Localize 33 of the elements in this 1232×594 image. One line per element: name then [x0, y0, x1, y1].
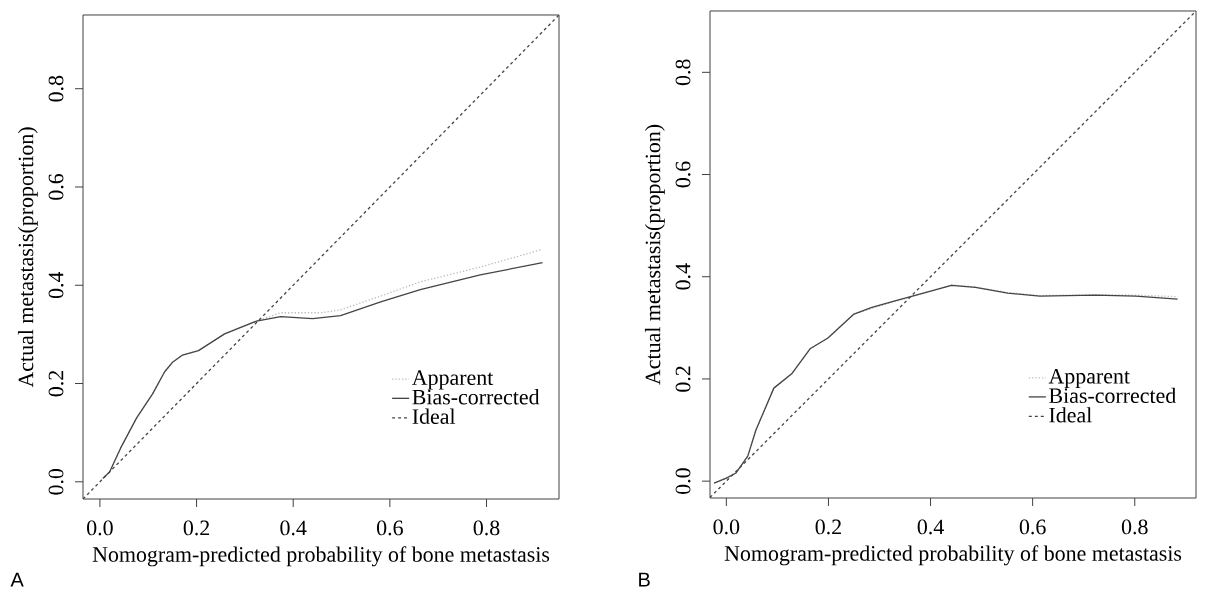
- y-axis-title: Actual metastasis(proportion): [644, 124, 665, 385]
- x-tick-label: 0.6: [377, 520, 403, 536]
- y-tick-label: 0.6: [48, 173, 64, 200]
- text: B: [639, 572, 650, 587]
- x-tick-label: 0.8: [1121, 519, 1148, 535]
- y-tick-label: 0.4: [48, 271, 64, 299]
- x-axis-title: Nomogram-predicted probability of bone metastasis: [724, 545, 1182, 566]
- y-tick-label: 0.2: [675, 366, 691, 392]
- x-tick-label: 0.6: [1019, 519, 1046, 535]
- x-tick-label: 0.0: [713, 519, 740, 535]
- x-tick-label: 0.4: [917, 519, 944, 535]
- y-tick-label: 0.4: [675, 263, 691, 290]
- x-tick-label: 0.2: [183, 520, 210, 536]
- x-axis-title: Nomogram-predicted probability of bone metastasis: [92, 546, 550, 567]
- text: A: [10, 572, 24, 587]
- x-tick-label: 0.0: [87, 520, 113, 536]
- line-series: [713, 284, 1179, 484]
- legend-label: Ideal: [1049, 407, 1092, 423]
- y-tick-label: 0.2: [48, 371, 64, 397]
- legend-label: Bias-corrected: [412, 389, 540, 405]
- y-tick-label: 0.6: [675, 161, 691, 188]
- y-axis-title: Actual metastasis(proportion): [17, 127, 38, 388]
- x-tick-label: 0.4: [280, 520, 307, 536]
- legend-label: Apparent: [411, 370, 494, 390]
- y-tick-label: 0.0: [48, 468, 64, 495]
- y-tick-label: 0.8: [675, 59, 691, 86]
- x-tick-label: 0.8: [473, 520, 500, 536]
- y-tick-label: 0.0: [675, 468, 691, 495]
- legend-label: Ideal: [412, 408, 456, 424]
- x-tick-label: 0.2: [815, 519, 841, 535]
- legend-label: Apparent: [1048, 368, 1130, 389]
- y-tick-label: 0.8: [48, 75, 64, 102]
- legend-label: Bias-corrected: [1049, 387, 1176, 404]
